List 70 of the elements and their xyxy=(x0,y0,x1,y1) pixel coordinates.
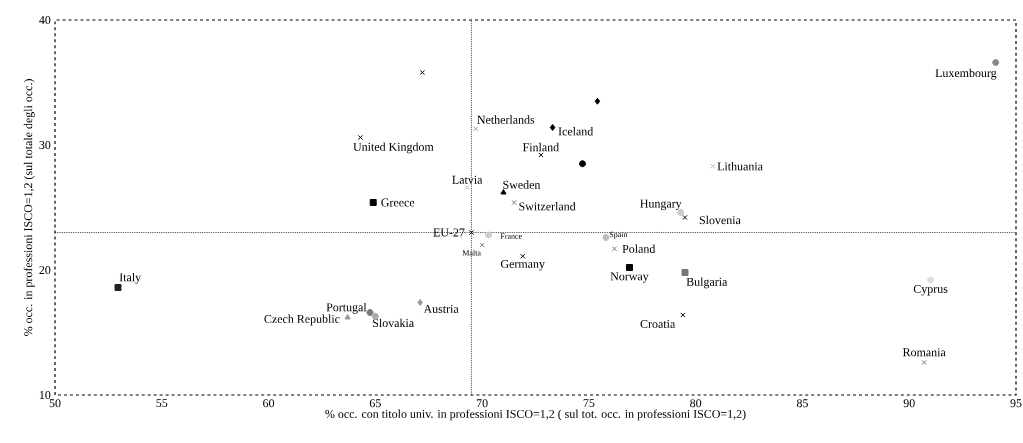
point xyxy=(594,97,601,105)
series-label: Portugal xyxy=(326,302,367,314)
point xyxy=(520,253,526,259)
series-label: Poland xyxy=(622,244,656,253)
series-label: Austria xyxy=(423,304,459,313)
x-tick-label: 80 xyxy=(690,399,702,408)
series-label: Switzerland xyxy=(519,202,576,211)
series-label: Finland xyxy=(522,142,559,152)
point xyxy=(611,246,618,252)
point xyxy=(681,269,689,276)
y-tick-label: 20 xyxy=(39,265,51,275)
point xyxy=(468,229,475,236)
y-tick-label: 30 xyxy=(39,140,51,150)
point xyxy=(419,69,425,76)
series-label: Greece xyxy=(381,198,415,207)
series-label: Romania xyxy=(902,348,946,357)
series-label: Czech Republic xyxy=(264,314,340,326)
point xyxy=(500,189,507,195)
series-label: Luxembourg xyxy=(935,68,997,80)
series-label: EU-27 xyxy=(433,228,465,237)
series-label: Norway xyxy=(610,272,649,283)
series-label: Hungary xyxy=(640,199,682,211)
series-label: United Kingdom xyxy=(353,142,434,154)
point xyxy=(357,134,364,141)
series-label: Lithuania xyxy=(717,162,763,171)
x-tick-label: 50 xyxy=(49,399,61,408)
point xyxy=(485,231,493,239)
y-tick-label: 10 xyxy=(39,390,51,400)
x-tick-label: 55 xyxy=(156,399,168,408)
point xyxy=(366,309,374,316)
point xyxy=(464,184,470,191)
point xyxy=(417,299,423,306)
y-axis-title: % occ. in professioni ISCO=1,2 (sul totale degli occ.) xyxy=(23,79,35,336)
point xyxy=(992,59,1000,66)
point xyxy=(511,199,517,206)
point xyxy=(369,199,377,206)
series-label: Netherlands xyxy=(477,115,535,124)
x-tick-label: 85 xyxy=(796,399,808,408)
y-tick-label: 40 xyxy=(39,15,51,25)
x-tick-label: 90 xyxy=(903,399,915,408)
point xyxy=(549,124,556,131)
series-label: Croatia xyxy=(640,319,676,328)
x-tick-label: 60 xyxy=(263,399,275,408)
point xyxy=(473,126,479,132)
series-label: Iceland xyxy=(558,127,594,136)
series-label: Slovakia xyxy=(373,318,414,328)
point xyxy=(677,209,685,216)
series-label: Latvia xyxy=(452,175,483,184)
x-axis-title: % occ. con titolo univ. in professioni ISCO=1,2 ( sul tot. occ. in professioni ISCO=1,2) xyxy=(325,409,746,421)
point xyxy=(538,152,544,158)
point xyxy=(579,160,586,168)
point xyxy=(682,214,688,221)
point xyxy=(602,234,610,241)
point xyxy=(710,163,716,169)
series-label: Italy xyxy=(119,272,142,284)
x-tick-label: 65 xyxy=(369,399,381,408)
series-label: Bulgaria xyxy=(686,277,728,289)
series-label: Slovenia xyxy=(699,215,741,225)
series-label: Sweden xyxy=(503,180,541,189)
point xyxy=(680,312,686,318)
x-tick-label: 75 xyxy=(583,399,595,408)
x-tick-label: 95 xyxy=(1010,399,1022,408)
point xyxy=(921,359,927,366)
x-tick-label: 70 xyxy=(476,399,488,408)
point xyxy=(927,276,935,284)
point xyxy=(114,284,122,291)
series-label: Germany xyxy=(500,259,545,271)
point xyxy=(479,242,485,248)
series-label: Cyprus xyxy=(913,284,948,296)
point xyxy=(625,264,633,271)
